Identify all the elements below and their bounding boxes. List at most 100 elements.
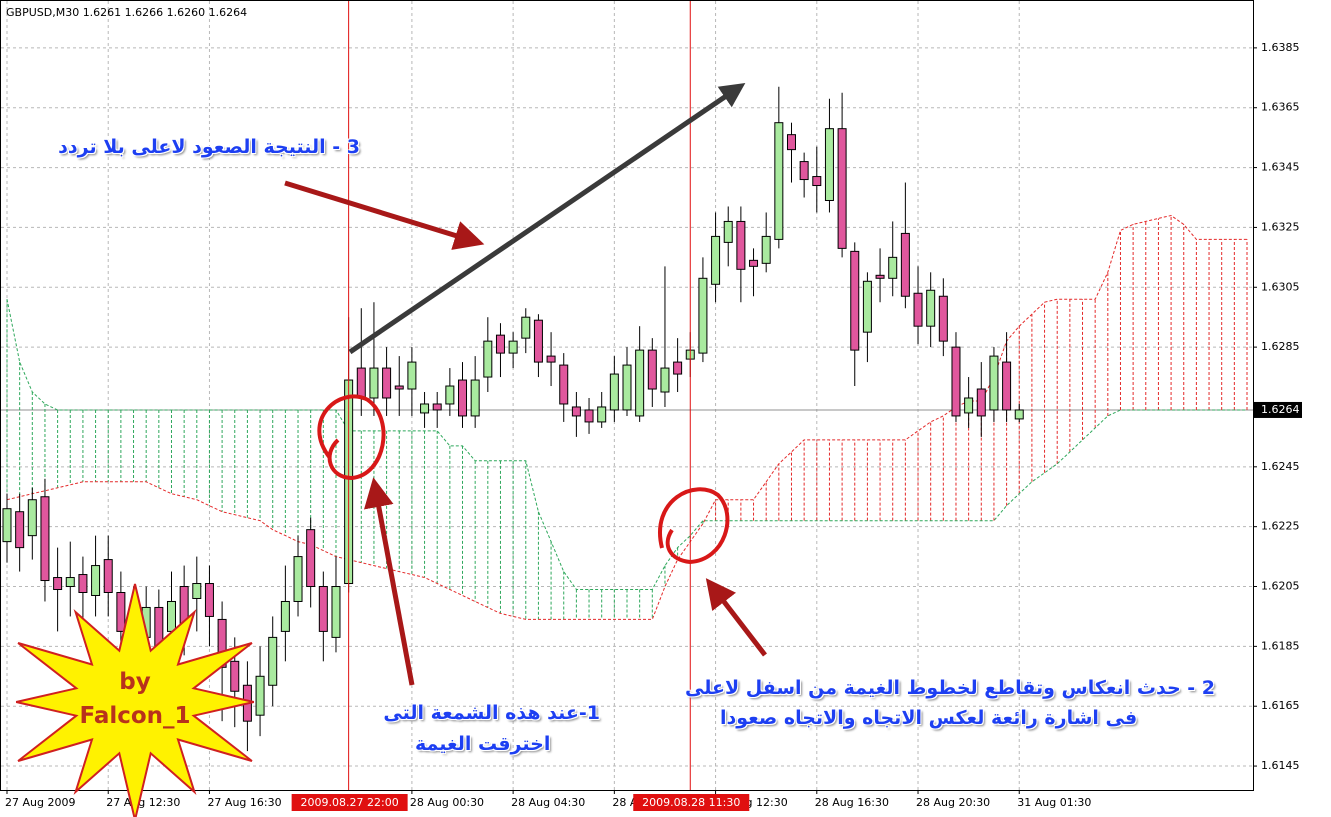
x-tick-label: 31 Aug 01:30 bbox=[1017, 796, 1091, 809]
candle-body bbox=[319, 587, 327, 632]
candle-body bbox=[28, 500, 36, 536]
candle-body bbox=[522, 317, 530, 338]
candle-body bbox=[851, 251, 859, 350]
candle-body bbox=[775, 123, 783, 240]
candle-body bbox=[927, 290, 935, 326]
candle-body bbox=[471, 380, 479, 416]
candle-body bbox=[395, 386, 403, 389]
x-tick-label: 28 Aug 16:30 bbox=[815, 796, 889, 809]
candle-body bbox=[3, 509, 11, 542]
x-tick-label: 28 Aug 00:30 bbox=[410, 796, 484, 809]
candle-body bbox=[357, 368, 365, 398]
candle-body bbox=[889, 257, 897, 278]
candle-body bbox=[370, 368, 378, 398]
candle-body bbox=[16, 512, 24, 548]
y-tick-label: 1.6325 bbox=[1261, 220, 1300, 233]
candle-body bbox=[408, 362, 416, 389]
candle-body bbox=[205, 584, 213, 617]
y-tick-label: 1.6205 bbox=[1261, 580, 1300, 593]
candle-body bbox=[421, 404, 429, 413]
candle-body bbox=[1015, 410, 1023, 419]
candle-body bbox=[281, 601, 289, 631]
candle-body bbox=[41, 497, 49, 581]
x-tick-label: 27 Aug 16:30 bbox=[207, 796, 281, 809]
y-tick-label: 1.6145 bbox=[1261, 759, 1300, 772]
candle-body bbox=[825, 129, 833, 201]
candle-body bbox=[54, 578, 62, 590]
y-tick-label: 1.6345 bbox=[1261, 161, 1300, 174]
y-tick-label: 1.6305 bbox=[1261, 280, 1300, 293]
x-tick-label: 28 Aug 04:30 bbox=[511, 796, 585, 809]
candle-body bbox=[496, 335, 504, 353]
signature-line: by bbox=[35, 665, 235, 699]
marker-label: 2009.08.27 22:00 bbox=[301, 796, 399, 809]
candle-body bbox=[560, 365, 568, 404]
candle-body bbox=[598, 407, 606, 422]
candle-body bbox=[787, 135, 795, 150]
candle-body bbox=[79, 575, 87, 593]
y-tick-label: 1.6225 bbox=[1261, 520, 1300, 533]
candle-body bbox=[699, 278, 707, 353]
candle-body bbox=[1003, 362, 1011, 410]
candle-body bbox=[193, 584, 201, 599]
y-tick-label: 1.6365 bbox=[1261, 101, 1300, 114]
y-tick-label: 1.6165 bbox=[1261, 699, 1300, 712]
candle-body bbox=[901, 233, 909, 296]
candle-body bbox=[332, 587, 340, 638]
annotation: 2 - حدث انعكاس وتقاطع لخطوط الغيمة من اس… bbox=[685, 677, 1215, 699]
candle-body bbox=[636, 350, 644, 416]
y-tick-label: 1.6185 bbox=[1261, 639, 1300, 652]
candle-body bbox=[965, 398, 973, 413]
candle-body bbox=[294, 557, 302, 602]
candle-body bbox=[534, 320, 542, 362]
candle-body bbox=[648, 350, 656, 389]
candle-body bbox=[813, 177, 821, 186]
x-tick-label: 27 Aug 2009 bbox=[5, 796, 75, 809]
candle-body bbox=[674, 362, 682, 374]
signature: by Falcon_1 bbox=[35, 665, 235, 733]
candle-body bbox=[914, 293, 922, 326]
signature-line: Falcon_1 bbox=[35, 699, 235, 733]
candle-body bbox=[446, 386, 454, 404]
y-tick-label: 1.6285 bbox=[1261, 340, 1300, 353]
marker-label: 2009.08.28 11:30 bbox=[642, 796, 740, 809]
screen: 1.6145 1.6165 1.6185 1.6205 1.6225 1.6245 1.62… bbox=[0, 0, 1331, 817]
candle-body bbox=[712, 236, 720, 284]
candle-body bbox=[939, 296, 947, 341]
candle-body bbox=[800, 162, 808, 180]
candle-body bbox=[547, 356, 555, 362]
annotation: 3 - النتيجة الصعود لاعلى بلا تردد bbox=[58, 136, 360, 158]
candle-body bbox=[66, 578, 74, 587]
x-tick-label: 27 Aug 12:30 bbox=[106, 796, 180, 809]
candle-body bbox=[610, 374, 618, 410]
candle-body bbox=[750, 260, 758, 266]
candle-body bbox=[585, 410, 593, 422]
annotation: 1-عند هذه الشمعة التى bbox=[383, 702, 600, 724]
candle-body bbox=[952, 347, 960, 416]
candle-body bbox=[509, 341, 517, 353]
y-tick-label: 1.6245 bbox=[1261, 460, 1300, 473]
candle-body bbox=[737, 221, 745, 269]
candle-body bbox=[484, 341, 492, 377]
candle-body bbox=[104, 560, 112, 593]
candle-body bbox=[572, 407, 580, 416]
candle-body bbox=[838, 129, 846, 249]
candle-body bbox=[256, 676, 264, 715]
candle-body bbox=[167, 601, 175, 631]
y-tick-label: 1.6385 bbox=[1261, 41, 1300, 54]
chart-title: GBPUSD,M30 1.6261 1.6266 1.6260 1.6264 bbox=[6, 6, 247, 19]
candle-body bbox=[307, 530, 315, 587]
candle-body bbox=[623, 365, 631, 410]
candle-body bbox=[383, 368, 391, 398]
candle-body bbox=[433, 404, 441, 410]
x-tick-label: 28 Aug 20:30 bbox=[916, 796, 990, 809]
candle-body bbox=[863, 281, 871, 332]
candle-body bbox=[762, 236, 770, 263]
candle-body bbox=[269, 637, 277, 685]
candle-body bbox=[661, 368, 669, 392]
last-price-label: 1.6264 bbox=[1261, 403, 1300, 416]
annotation: اخترقت الغيمة bbox=[415, 733, 550, 755]
candle-body bbox=[459, 380, 467, 416]
candle-body bbox=[876, 275, 884, 278]
candle-body bbox=[724, 221, 732, 242]
